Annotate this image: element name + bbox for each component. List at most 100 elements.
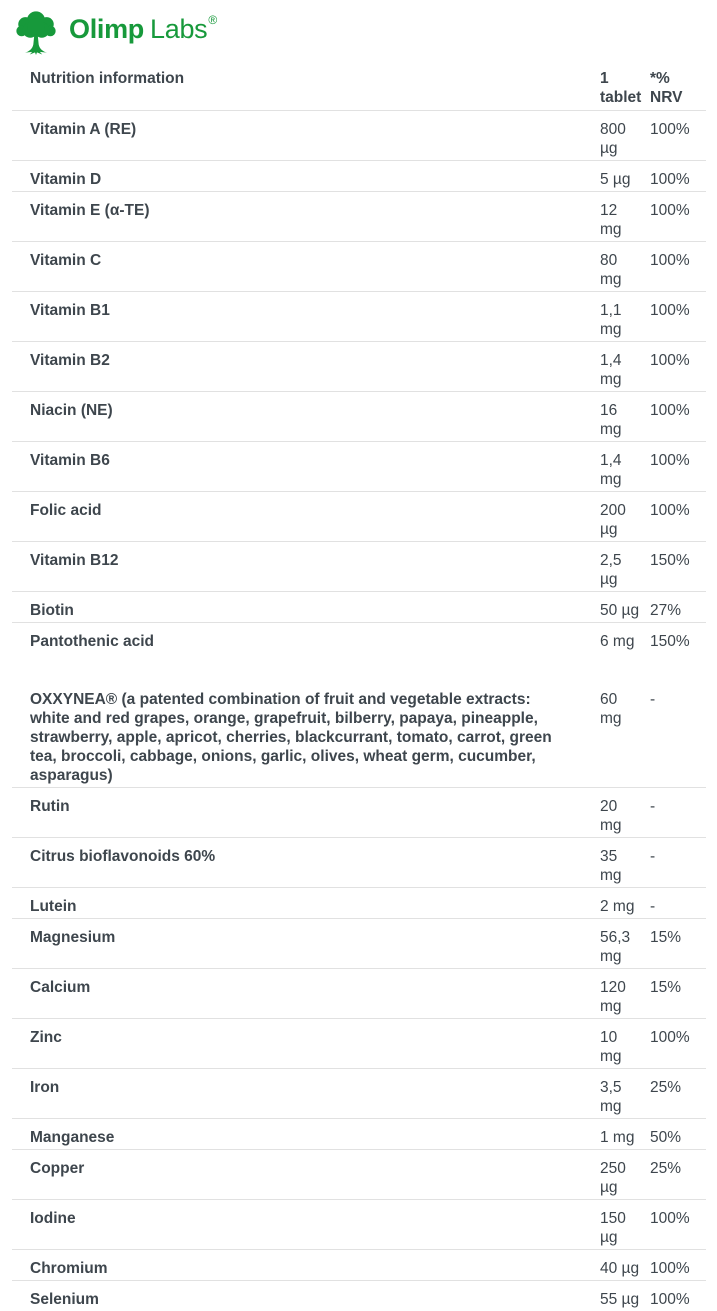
cell-value: 5 µg xyxy=(600,161,650,192)
table-header-row: Nutrition information 1 tablet *% NRV xyxy=(12,63,706,111)
cell-label: Magnesium xyxy=(12,919,600,969)
cell-value: 150 µg xyxy=(600,1200,650,1250)
cell-nrv: 15% xyxy=(650,969,706,1019)
cell-label: Vitamin B6 xyxy=(12,442,600,492)
cell-nrv: 100% xyxy=(650,342,706,392)
cell-label: Vitamin E (α-TE) xyxy=(12,192,600,242)
cell-label: Chromium xyxy=(12,1250,600,1281)
cell-label: Calcium xyxy=(12,969,600,1019)
cell-nrv: 100% xyxy=(650,442,706,492)
cell-value: 20 mg xyxy=(600,788,650,838)
cell-value: 6 mg xyxy=(600,623,650,682)
cell-nrv: 15% xyxy=(650,919,706,969)
cell-nrv: 100% xyxy=(650,1250,706,1281)
header-nutrition-information: Nutrition information xyxy=(12,63,600,111)
cell-value: 120 mg xyxy=(600,969,650,1019)
cell-nrv: 100% xyxy=(650,1281,706,1311)
cell-label: Iron xyxy=(12,1069,600,1119)
cell-value: 40 µg xyxy=(600,1250,650,1281)
cell-label: Rutin xyxy=(12,788,600,838)
cell-nrv: 25% xyxy=(650,1150,706,1200)
cell-label: Vitamin D xyxy=(12,161,600,192)
nutrition-table: Nutrition information 1 tablet *% NRV Vi… xyxy=(12,63,706,1311)
cell-nrv: 100% xyxy=(650,292,706,342)
cell-value: 35 mg xyxy=(600,838,650,888)
cell-value: 2,5 µg xyxy=(600,542,650,592)
cell-label: Manganese xyxy=(12,1119,600,1150)
cell-nrv: 100% xyxy=(650,242,706,292)
cell-value: 10 mg xyxy=(600,1019,650,1069)
cell-value: 16 mg xyxy=(600,392,650,442)
cell-value: 200 µg xyxy=(600,492,650,542)
cell-label: Folic acid xyxy=(12,492,600,542)
cell-nrv: 100% xyxy=(650,111,706,161)
cell-label: OXXYNEA® (a patented combination of frui… xyxy=(12,681,600,788)
cell-label: Copper xyxy=(12,1150,600,1200)
header-nrv: *% NRV xyxy=(650,63,706,111)
cell-label: Zinc xyxy=(12,1019,600,1069)
cell-nrv: 25% xyxy=(650,1069,706,1119)
cell-value: 250 µg xyxy=(600,1150,650,1200)
cell-value: 60 mg xyxy=(600,681,650,788)
cell-nrv: 150% xyxy=(650,542,706,592)
cell-label: Biotin xyxy=(12,592,600,623)
cell-label: Vitamin A (RE) xyxy=(12,111,600,161)
cell-label: Iodine xyxy=(12,1200,600,1250)
cell-nrv: 100% xyxy=(650,392,706,442)
cell-nrv: 100% xyxy=(650,161,706,192)
cell-nrv: - xyxy=(650,838,706,888)
cell-value: 3,5 mg xyxy=(600,1069,650,1119)
cell-value: 2 mg xyxy=(600,888,650,919)
cell-label: Pantothenic acid xyxy=(12,623,600,682)
cell-value: 55 µg xyxy=(600,1281,650,1311)
brand-name-labs: Labs xyxy=(150,14,207,44)
cell-value: 1,1 mg xyxy=(600,292,650,342)
registered-trademark-symbol: ® xyxy=(208,13,217,27)
cell-label: Selenium xyxy=(12,1281,600,1311)
tree-icon xyxy=(12,8,60,55)
cell-nrv: - xyxy=(650,888,706,919)
cell-nrv: - xyxy=(650,788,706,838)
header-per-tablet: 1 tablet xyxy=(600,63,650,111)
table-row: OXXYNEA® (a patented combination of frui… xyxy=(12,681,706,788)
cell-nrv: 100% xyxy=(650,192,706,242)
cell-label: Citrus bioflavonoids 60% xyxy=(12,838,600,888)
cell-value: 56,3 mg xyxy=(600,919,650,969)
cell-nrv: 100% xyxy=(650,492,706,542)
cell-label: Vitamin C xyxy=(12,242,600,292)
cell-value: 1,4 mg xyxy=(600,442,650,492)
cell-nrv: 100% xyxy=(650,1019,706,1069)
cell-label: Vitamin B2 xyxy=(12,342,600,392)
cell-value: 80 mg xyxy=(600,242,650,292)
cell-nrv: 27% xyxy=(650,592,706,623)
cell-label: Vitamin B12 xyxy=(12,542,600,592)
cell-value: 800 µg xyxy=(600,111,650,161)
cell-value: 1 mg xyxy=(600,1119,650,1150)
table-row: Citrus bioflavonoids 60%35 mg- xyxy=(12,838,706,888)
cell-nrv: 50% xyxy=(650,1119,706,1150)
